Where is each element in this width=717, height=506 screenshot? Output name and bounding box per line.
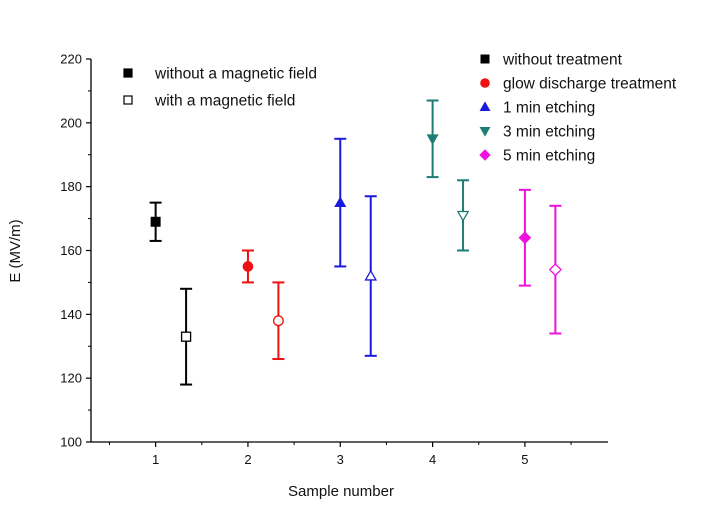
series-without-treatment (149, 201, 193, 386)
legend-label: without treatment (502, 52, 623, 69)
data-point-open (364, 269, 378, 281)
data-point-open (272, 315, 284, 327)
data-point-filled (518, 231, 532, 245)
legend-marker (479, 101, 491, 111)
legend-marker (479, 127, 491, 137)
data-point-filled (150, 216, 161, 227)
series-5-min-etching (518, 188, 562, 335)
legend-marker (480, 78, 490, 88)
x-tick-label: 4 (429, 452, 436, 467)
legend-marker (480, 54, 490, 64)
data-point-filled (426, 134, 439, 145)
legend-label: 3 min etching (503, 124, 595, 141)
legend-label: 1 min etching (503, 100, 595, 117)
y-tick-label: 160 (60, 243, 82, 258)
legend-label: glow discharge treatment (503, 76, 677, 93)
x-tick-label: 2 (244, 452, 251, 467)
y-tick-label: 180 (60, 179, 82, 194)
series-3-min-etching (426, 99, 470, 252)
x-tick-label: 1 (152, 452, 159, 467)
y-axis-title: E (MV/m) (7, 219, 24, 282)
legend-marker (123, 95, 133, 105)
y-tick-label: 120 (60, 371, 82, 386)
y-tick-label: 100 (60, 435, 82, 450)
x-tick-label: 3 (337, 452, 344, 467)
data-point-filled (242, 261, 254, 272)
data-point-filled (334, 196, 347, 208)
legends: without a magnetic field with a magnetic … (123, 52, 677, 165)
series-glow-discharge-treatment (241, 249, 285, 361)
marker-legend: without a magnetic field with a magnetic … (123, 66, 317, 110)
legend-marker (123, 68, 133, 78)
data-point-open (548, 263, 562, 277)
treatment-legend: without treatment glow discharge treatmen… (479, 52, 677, 165)
y-tick-label: 220 (60, 52, 82, 67)
data-point-open (456, 210, 470, 222)
legend-label: without a magnetic field (154, 66, 317, 83)
y-tick-label: 140 (60, 307, 82, 322)
series-1-min-etching (334, 137, 378, 357)
axes: 100 120 140 160 180 200 220 1 2 3 4 5 (60, 52, 608, 467)
legend-marker (479, 149, 491, 161)
data-point-open (180, 331, 192, 342)
series-layer (149, 99, 562, 386)
x-tick-label: 5 (521, 452, 528, 467)
legend-label: 5 min etching (503, 148, 595, 165)
legend-label: with a magnetic field (154, 93, 295, 110)
y-tick-label: 200 (60, 115, 82, 130)
x-axis-title: Sample number (288, 483, 394, 500)
